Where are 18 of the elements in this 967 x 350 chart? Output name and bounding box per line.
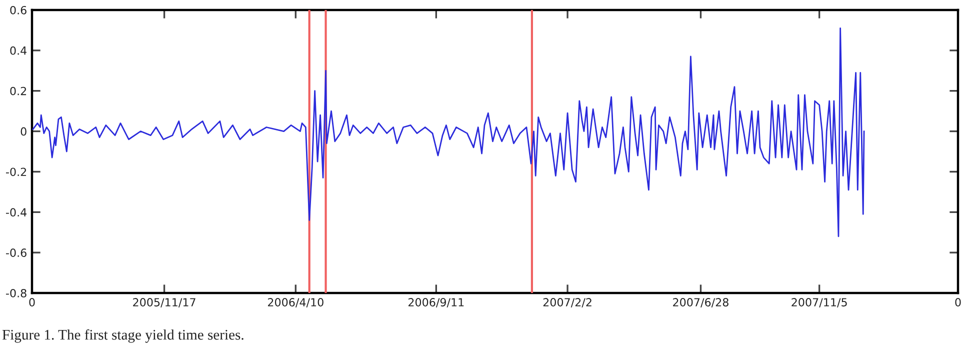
x-tick-label: 0 xyxy=(955,298,961,306)
y-tick-label: 0 xyxy=(20,127,26,136)
y-tick-label: 0.4 xyxy=(10,46,27,55)
y-tick-label: -0.8 xyxy=(6,288,26,298)
caption: Figure 1. The first stage yield time series. xyxy=(2,329,244,343)
line-series xyxy=(32,28,865,238)
x-tick-label: 2007/6/28 xyxy=(673,298,728,308)
y-tick-label: 0.2 xyxy=(10,86,26,96)
x-tick-label: 2007/2/2 xyxy=(543,298,592,308)
y-tick-label: -0.4 xyxy=(6,208,27,217)
x-tick-label: 2007/11/5 xyxy=(792,298,847,308)
y-tick-label: -0.6 xyxy=(6,248,26,257)
x-tick-label: 2006/4/10 xyxy=(268,298,324,308)
y-tick-label: 0.6 xyxy=(10,6,26,14)
x-tick-label: 2005/11/17 xyxy=(133,298,196,308)
y-tick-label: -0.2 xyxy=(6,168,26,176)
x-tick-label: 2006/9/11 xyxy=(408,298,464,308)
x-tick-label: 0 xyxy=(29,298,35,306)
